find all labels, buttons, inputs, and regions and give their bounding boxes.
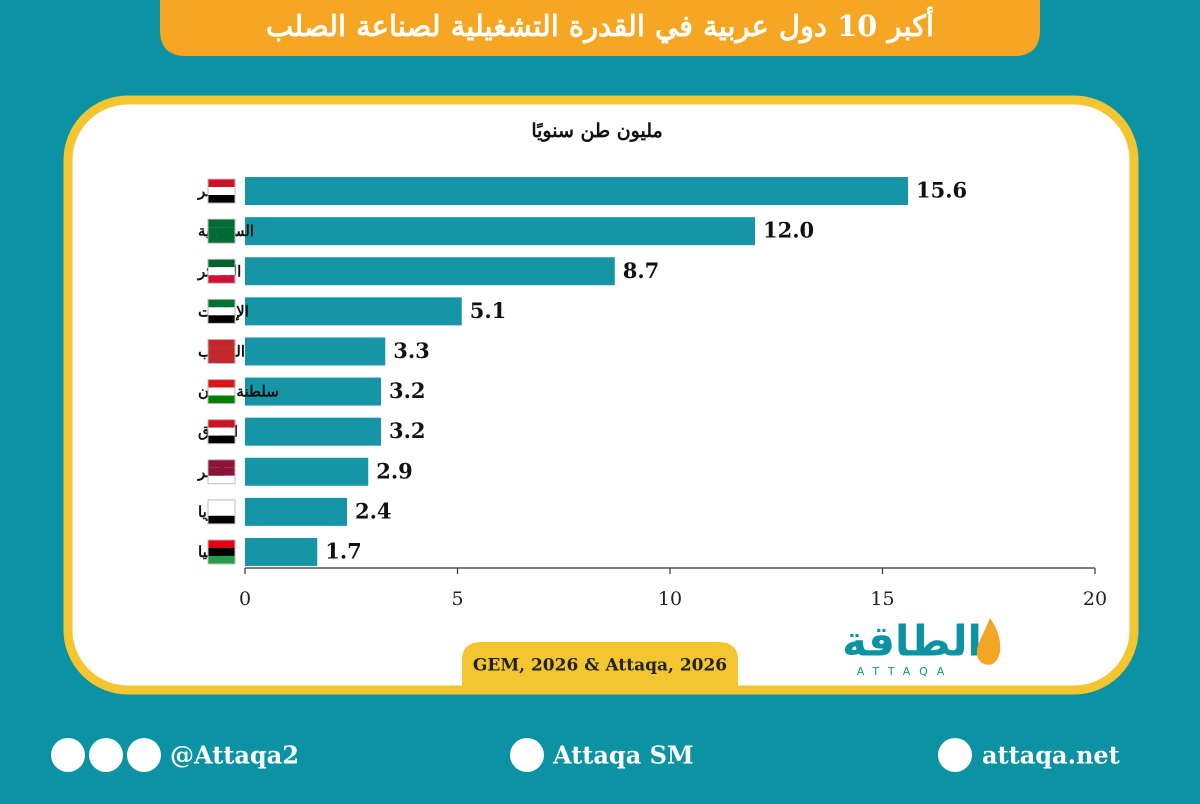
value-label: 2.9 [376,458,413,483]
flag-stripe [208,219,235,228]
flag-stripe [208,227,235,236]
source: GEM, 2026 & Attaqa, 2026 [473,656,727,676]
footer: @Attaqa2 Attaqa SM attaqa.net [51,738,1120,772]
web-icon [938,738,972,772]
flag-stripe [208,307,235,316]
value-label: 5.1 [470,298,507,323]
flag-border [207,258,236,284]
logo-latin: ATTAQA [857,665,954,678]
flag-stripe [208,435,235,444]
bar [245,177,908,206]
x-tick-label: 0 [239,588,251,610]
bar [245,537,318,566]
flag-border [207,499,236,525]
flag-stripe [208,467,235,476]
flag-border [207,419,236,445]
flag-stripe [208,539,235,548]
flag-stripe [208,459,235,468]
value-label: 2.4 [355,498,392,523]
x-icon [51,738,85,772]
x-tick-label: 20 [1083,588,1107,610]
value-label: 3.3 [393,338,430,363]
bar [245,497,347,526]
flag-stripe [208,195,235,204]
x-tick-label: 10 [658,588,682,610]
flag-border [207,459,236,485]
instagram-icon [89,738,123,772]
flag-border [207,539,236,565]
flag-stripe [208,419,235,428]
flag-stripe [208,267,235,276]
flag-stripe [208,555,235,564]
flag-stripe [208,315,235,324]
bar [245,217,755,246]
flag-stripe [208,499,235,508]
bar [245,417,381,446]
facebook-icon [127,738,161,772]
website: attaqa.net [982,741,1120,770]
flag-stripe [208,387,235,396]
title: أكبر 10 دول عربية في القدرة التشغيلية لص… [266,6,934,44]
bar [245,457,369,486]
title-banner [160,0,1040,56]
flag-stripe [208,259,235,268]
value-label: 12.0 [763,218,814,243]
x-tick-label: 15 [870,588,894,610]
flag-border [207,338,236,364]
flag-stripe [208,475,235,484]
value-label: 3.2 [389,418,426,443]
flag-border [207,379,236,405]
flag-stripe [208,179,235,188]
logo-text: الطاقة [842,617,982,666]
flag-stripe [208,187,235,196]
flag-stripe [208,339,235,348]
flag-stripe [208,355,235,364]
flag-stripe [208,507,235,516]
flag-stripe [208,299,235,308]
bar [245,377,381,406]
flag-stripe [208,379,235,388]
flag-stripe [208,427,235,436]
value-label: 3.2 [389,378,426,403]
x-tick-label: 5 [451,588,463,610]
flag-stripe [208,347,235,356]
value-label: 15.6 [916,178,967,203]
bar [245,297,462,326]
value-label: 1.7 [325,538,362,563]
value-label: 8.7 [623,258,660,283]
bar [245,337,386,366]
flag-stripe [208,275,235,284]
flag-stripe [208,515,235,524]
flag-border [207,298,236,324]
flag-border [207,178,236,204]
youtube-handle: Attaqa SM [552,741,694,770]
flag-stripe [208,395,235,404]
flag-border [207,218,236,244]
plot: 0510152015.6مصر12.0السعودية8.7الجزائر5.1… [197,177,1107,610]
logo-drop [976,618,1001,665]
social-handle: @Attaqa2 [170,741,299,770]
bar [245,257,615,286]
flag-stripe [208,547,235,556]
source-pill [462,642,738,690]
chart-subtitle: مليون طن سنويًا [531,120,662,142]
youtube-icon [510,738,544,772]
flag-stripe [208,235,235,244]
